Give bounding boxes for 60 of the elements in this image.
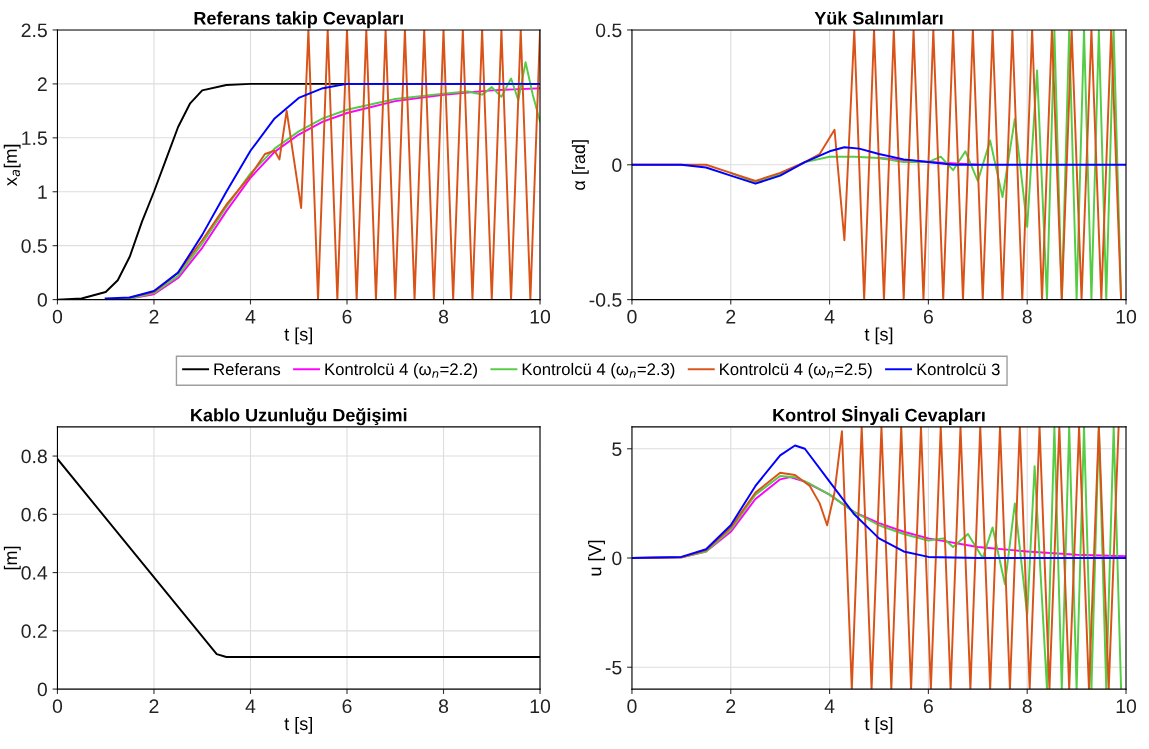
chart-title: Referans takip Cevapları xyxy=(194,11,403,29)
x-tick-label: 2 xyxy=(149,699,159,713)
x-tick-label: 6 xyxy=(342,309,352,324)
x-tick-label: 6 xyxy=(342,699,352,714)
x-tick-label: 6 xyxy=(923,309,933,324)
y-tick-label: 0.5 xyxy=(21,239,47,253)
x-tick-label: 4 xyxy=(245,310,256,324)
x-tick-label: 4 xyxy=(824,310,835,324)
y-tick-label: 0 xyxy=(612,551,622,566)
y-axis-title: [m] xyxy=(3,546,21,570)
y-tick-label: 0.2 xyxy=(21,624,47,639)
x-tick-label: 10 xyxy=(1116,699,1137,714)
chart-title: Kablo Uzunluğu Değişimi xyxy=(191,408,407,426)
x-tick-label: 2 xyxy=(726,309,736,324)
y-tick-label: 0 xyxy=(37,293,47,307)
x-axis-title: t [s] xyxy=(284,716,312,734)
y-tick-label: 5 xyxy=(612,442,622,457)
legend-label: Kontrolcü 4 (ω$_{n}$=2.3) xyxy=(522,362,675,379)
x-tick-label: 10 xyxy=(530,699,551,714)
line-series xyxy=(631,146,1127,185)
legend-label: Kontrolcü 4 (ω$_{n}$=2.2) xyxy=(325,362,477,379)
legend-label: Referans xyxy=(214,363,281,376)
y-tick-label: -0.5 xyxy=(589,293,622,307)
y-tick-label: 1.5 xyxy=(22,131,47,146)
y-axis-title: α [rad] xyxy=(571,140,589,190)
chart-title: Kontrol Sİnyali Cevapları xyxy=(773,405,985,426)
y-tick-label: 2 xyxy=(37,77,47,91)
chart-title: Yük Salınımları xyxy=(814,11,943,25)
line-series xyxy=(631,444,1127,559)
y-tick-label: 1 xyxy=(38,185,47,199)
x-axis-title: t [s] xyxy=(864,327,893,345)
y-tick-label: -5 xyxy=(605,660,622,675)
legend-label: Kontrolcü 3 xyxy=(917,363,1000,376)
x-axis-title: t [s] xyxy=(284,327,312,345)
x-tick-label: 0 xyxy=(52,699,63,714)
x-tick-label: 2 xyxy=(149,309,159,324)
y-tick-label: 0 xyxy=(612,158,622,173)
legend-label: Kontrolcü 4 (ω$_{n}$=2.5) xyxy=(720,362,872,379)
x-tick-label: 0 xyxy=(52,309,63,324)
x-tick-label: 8 xyxy=(438,699,449,714)
x-tick-label: 2 xyxy=(726,699,736,713)
y-axis-title: u [V] xyxy=(588,540,605,576)
x-tick-label: 8 xyxy=(1022,309,1032,324)
x-tick-label: 4 xyxy=(824,699,835,713)
y-tick-label: 0.5 xyxy=(595,23,622,38)
x-tick-label: 0 xyxy=(627,699,637,714)
y-tick-label: 2.5 xyxy=(21,23,47,38)
x-axis-title: t [s] xyxy=(864,716,893,734)
y-tick-label: 0 xyxy=(37,682,47,697)
y-tick-label: 0.4 xyxy=(21,566,48,580)
x-tick-label: 8 xyxy=(438,309,449,324)
x-tick-label: 4 xyxy=(245,699,256,713)
y-axis-title: x$_{a}$[m] xyxy=(3,144,21,186)
y-tick-label: 0.6 xyxy=(21,507,47,522)
x-tick-label: 6 xyxy=(923,699,933,714)
y-tick-label: 0.8 xyxy=(21,449,47,464)
x-tick-label: 10 xyxy=(1116,309,1137,324)
x-tick-label: 10 xyxy=(530,309,551,324)
x-tick-label: 8 xyxy=(1022,699,1032,714)
x-tick-label: 0 xyxy=(627,309,637,324)
